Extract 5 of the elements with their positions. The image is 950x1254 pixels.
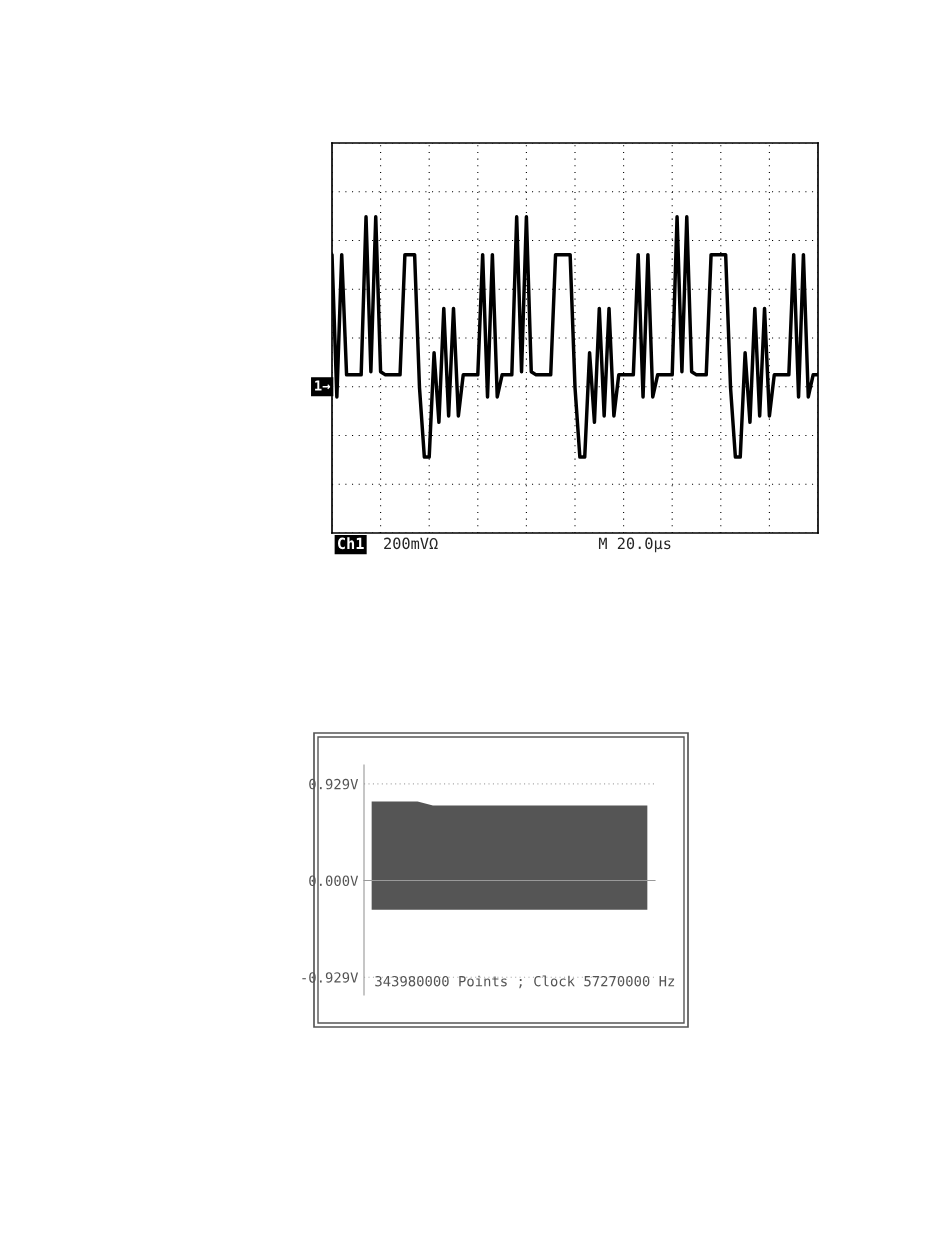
text: Ch1 [337,537,364,550]
text: 1→ [315,380,331,391]
annotation: 343980000 Points ; Clock 57270000 Hz [375,975,675,989]
text: 200mVΩ [384,537,438,550]
text: M 20.0µs [598,537,671,553]
